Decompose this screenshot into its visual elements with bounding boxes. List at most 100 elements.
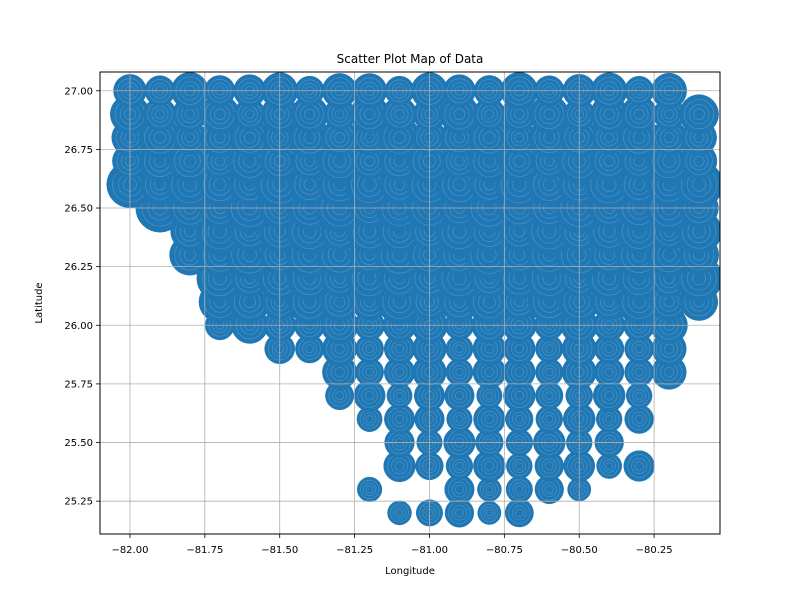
data-point-bubble — [623, 450, 655, 482]
data-point-ring — [362, 364, 378, 380]
data-point — [505, 475, 533, 503]
data-point-ring — [362, 341, 377, 357]
data-point-ring — [663, 366, 675, 378]
data-point-ring — [394, 108, 405, 120]
y-tick-label: 25.75 — [64, 379, 93, 390]
data-point-ring — [512, 482, 527, 497]
data-point-bubble — [387, 500, 412, 526]
chart-title: Scatter Plot Map of Data — [337, 52, 484, 66]
y-axis-label: Latitude — [34, 282, 45, 323]
data-point-ring — [451, 481, 468, 498]
data-point-ring — [605, 415, 614, 424]
y-axis: 25.25 25.50 25.75 26.00 26.25 26.50 26.75 27.00 — [64, 86, 100, 508]
data-point-ring — [304, 108, 316, 120]
data-point-ring — [631, 411, 647, 427]
y-tick-label: 26.25 — [64, 262, 93, 273]
data-point-ring — [541, 458, 557, 474]
data-point-ring — [485, 485, 494, 494]
data-point-ring — [359, 479, 380, 500]
data-point-ring — [394, 461, 405, 471]
data-point-ring — [183, 154, 197, 168]
data-point — [387, 500, 412, 526]
data-point-ring — [394, 414, 405, 424]
data-point-ring — [482, 483, 496, 496]
data-point-ring — [545, 367, 554, 377]
data-point-ring — [395, 391, 404, 400]
data-point-bubble — [445, 358, 474, 387]
data-point-ring — [485, 391, 494, 400]
data-point-ring — [394, 367, 405, 377]
data-point-ring — [688, 104, 710, 125]
data-point-ring — [604, 390, 615, 401]
data-point-ring — [604, 367, 614, 377]
data-point — [383, 356, 416, 388]
data-point-ring — [335, 391, 344, 401]
grid-layer — [100, 72, 720, 534]
data-point-ring — [541, 481, 557, 498]
data-point-ring — [364, 390, 375, 401]
data-point-ring — [455, 461, 464, 471]
data-point-ring — [634, 414, 644, 424]
data-point-ring — [683, 99, 715, 130]
data-point-bubble — [624, 404, 654, 434]
data-point-ring — [631, 364, 647, 380]
data-point-ring — [480, 503, 499, 523]
data-point-ring — [484, 109, 495, 120]
data-point-ring — [365, 367, 374, 377]
data-point-ring — [361, 387, 378, 404]
data-point — [445, 358, 474, 387]
data-point-ring — [602, 412, 617, 426]
data-point-ring — [541, 388, 557, 403]
x-tick-label: −80.25 — [636, 545, 673, 556]
data-point-ring — [393, 506, 406, 520]
data-point-ring — [365, 415, 374, 424]
data-point-ring — [391, 411, 408, 428]
data-point-ring — [302, 341, 318, 357]
data-point-bubble — [535, 405, 563, 433]
data-point-ring — [483, 131, 496, 144]
data-point-ring — [455, 367, 464, 377]
data-point-ring — [693, 155, 705, 167]
data-point-ring — [334, 366, 345, 378]
data-point-ring — [394, 344, 405, 354]
data-point-ring — [395, 509, 404, 517]
data-point-ring — [454, 391, 464, 401]
data-point-ring — [390, 503, 409, 523]
data-point — [356, 406, 383, 432]
data-point-ring — [453, 108, 466, 121]
data-point — [595, 405, 623, 433]
plot-frame — [99, 71, 721, 535]
data-point-ring — [454, 484, 464, 494]
data-point-ring — [485, 509, 494, 517]
x-axis-label: Longitude — [385, 566, 435, 577]
data-point-ring — [455, 415, 464, 424]
data-point-ring — [452, 341, 467, 356]
data-point-ring — [508, 479, 530, 500]
data-point-ring — [635, 391, 644, 400]
data-point-ring — [305, 344, 315, 354]
data-point-ring — [634, 367, 644, 377]
data-point-ring — [483, 506, 496, 520]
data-point-ring — [512, 411, 527, 427]
data-point — [473, 449, 506, 483]
y-tick-label: 26.00 — [64, 321, 93, 332]
data-point-ring — [482, 388, 497, 403]
data-point-ring — [664, 109, 674, 120]
data-point-bubble — [506, 452, 533, 480]
data-point — [623, 450, 655, 482]
data-point-ring — [334, 109, 345, 119]
data-point — [386, 382, 413, 409]
data-point-ring — [601, 364, 617, 380]
x-tick-label: −81.25 — [336, 545, 373, 556]
data-point-ring — [545, 391, 554, 400]
data-point — [535, 334, 564, 363]
data-point-ring — [391, 457, 408, 475]
x-axis: −82.00 −81.75 −81.50 −81.25 −81.00 −80.75 −80.… — [111, 534, 673, 556]
data-point-ring — [393, 131, 406, 144]
data-point-ring — [600, 387, 618, 405]
data-point-ring — [602, 459, 616, 473]
data-point — [356, 476, 383, 503]
data-point-bubble — [477, 501, 502, 525]
data-point-ring — [543, 108, 556, 120]
